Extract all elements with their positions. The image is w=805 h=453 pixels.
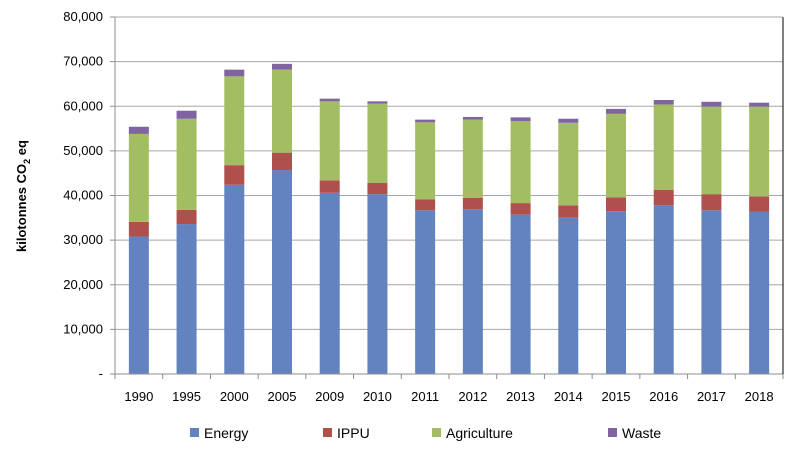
x-tick-label: 2018	[745, 389, 774, 404]
bar-waste-1995	[176, 110, 197, 119]
bar-energy-2005	[272, 170, 292, 374]
bar-ippu-2018	[749, 196, 770, 212]
bar-agriculture-2010	[367, 103, 388, 184]
bars	[128, 63, 770, 374]
bar-energy-2014	[558, 217, 579, 374]
bar-ippu-2000	[224, 165, 245, 185]
bar-waste-2000	[224, 69, 245, 77]
legend-swatch-waste	[608, 428, 617, 437]
bar-agriculture-2016	[653, 104, 674, 190]
bar-agriculture-2012	[462, 119, 483, 198]
y-tick-labels: - 10,000 20,000 30,000 40,000 50,000 60,000 70,…	[63, 9, 103, 381]
bar-ippu-1995	[176, 209, 197, 225]
y-tick-label: 70,000	[63, 54, 103, 69]
y-tick-label: 40,000	[63, 188, 103, 203]
bar-agriculture-2015	[606, 113, 626, 198]
x-tick-label: 2011	[411, 389, 439, 404]
bar-ippu-1990	[128, 221, 149, 237]
bar-ippu-2005	[272, 152, 292, 171]
bar-agriculture-2005	[272, 69, 292, 153]
x-tick-label: 1990	[124, 389, 153, 404]
bar-energy-2018	[749, 211, 770, 374]
bar-waste-2009	[319, 98, 340, 102]
legend-swatch-energy	[190, 428, 199, 437]
x-tick-label: 2000	[220, 389, 249, 404]
bar-ippu-2014	[558, 205, 579, 218]
bar-agriculture-1990	[128, 133, 149, 222]
bar-agriculture-2018	[749, 106, 770, 197]
legend-label-energy: Energy	[204, 425, 248, 441]
bar-energy-2012	[462, 209, 483, 374]
bar-ippu-2012	[462, 197, 483, 210]
y-tick-label: 20,000	[63, 277, 103, 292]
x-tick-labels: 1990 1995 2000 2005 2009 2010 2011 2012 2013 2014…	[124, 389, 773, 404]
x-tick-label: 2017	[697, 389, 726, 404]
bar-energy-2016	[653, 205, 674, 374]
x-tick-label: 2010	[363, 389, 392, 404]
bar-energy-2000	[224, 184, 245, 374]
bar-energy-1990	[128, 236, 149, 374]
bar-agriculture-2009	[319, 101, 340, 181]
y-tick-label: 10,000	[63, 321, 103, 336]
bar-energy-2009	[319, 192, 340, 374]
bar-ippu-2011	[415, 199, 436, 211]
bar-ippu-2010	[367, 183, 388, 195]
y-tick-label: 50,000	[63, 143, 103, 158]
y-tick-label: 80,000	[63, 9, 103, 24]
bar-waste-2014	[558, 118, 579, 123]
bar-ippu-2015	[606, 197, 626, 212]
x-tick-label: 2016	[649, 389, 678, 404]
bar-ippu-2016	[653, 189, 674, 206]
bar-agriculture-2013	[510, 120, 531, 204]
y-tick-label: -	[99, 366, 103, 381]
bar-energy-1995	[176, 224, 197, 374]
y-axis-label: kilotonnes CO2 eq	[14, 140, 32, 252]
legend: Energy IPPU Agriculture Waste	[190, 425, 661, 441]
axes	[110, 16, 784, 379]
bar-agriculture-2000	[224, 76, 245, 166]
bar-waste-2005	[272, 63, 292, 70]
x-tick-label: 2015	[602, 389, 631, 404]
y-tick-label: 60,000	[63, 98, 103, 113]
x-tick-label: 2013	[506, 389, 535, 404]
x-tick-label: 1995	[172, 389, 201, 404]
bar-ippu-2017	[701, 194, 722, 211]
bar-energy-2017	[701, 210, 722, 374]
bar-energy-2013	[510, 214, 531, 374]
x-tick-label: 2012	[458, 389, 487, 404]
bar-waste-2011	[415, 119, 436, 123]
gridlines	[115, 16, 783, 330]
bar-waste-2017	[701, 101, 722, 107]
legend-label-ippu: IPPU	[337, 425, 370, 441]
legend-label-agriculture: Agriculture	[446, 425, 513, 441]
x-tick-label: 2005	[268, 389, 297, 404]
bar-energy-2011	[415, 210, 436, 374]
x-tick-label: 2009	[315, 389, 344, 404]
bar-waste-1990	[128, 126, 149, 134]
bar-waste-2013	[510, 117, 531, 121]
x-tick-label: 2014	[554, 389, 583, 404]
bar-agriculture-2017	[701, 106, 722, 195]
y-tick-label: 30,000	[63, 232, 103, 247]
bar-agriculture-2014	[558, 122, 579, 206]
bar-energy-2015	[606, 211, 626, 374]
legend-swatch-agriculture	[432, 428, 441, 437]
legend-swatch-ippu	[323, 428, 332, 437]
bar-energy-2010	[367, 194, 388, 374]
bar-waste-2016	[653, 100, 674, 105]
bar-agriculture-2011	[415, 122, 436, 200]
bar-waste-2015	[606, 108, 626, 114]
bar-ippu-2009	[319, 180, 340, 193]
bar-waste-2018	[749, 102, 770, 107]
bar-waste-2010	[367, 101, 388, 104]
bar-agriculture-1995	[176, 118, 197, 210]
legend-label-waste: Waste	[622, 425, 661, 441]
bar-ippu-2013	[510, 203, 531, 215]
bar-waste-2012	[462, 116, 483, 120]
